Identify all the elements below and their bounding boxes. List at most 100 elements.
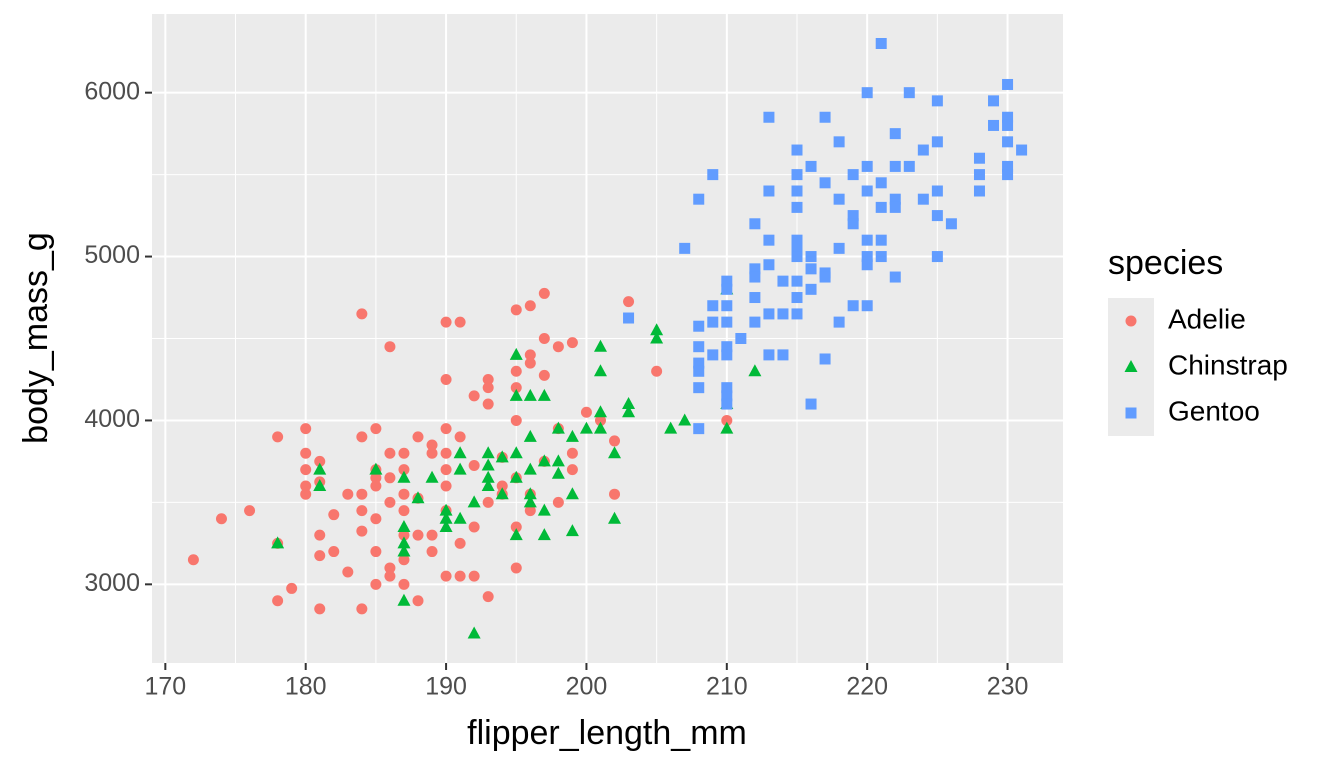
point: [397, 536, 411, 549]
point: [721, 382, 733, 394]
point: [481, 446, 495, 459]
point: [693, 193, 705, 205]
point: [861, 87, 873, 99]
point: [454, 316, 466, 328]
point: [439, 519, 453, 532]
point: [608, 446, 622, 459]
point: [988, 95, 1000, 107]
point: [565, 429, 579, 442]
y-tick-label: 5000: [84, 241, 140, 269]
point: [622, 405, 636, 418]
x-tick-label: 210: [706, 673, 748, 701]
point: [412, 595, 424, 607]
point: [426, 439, 438, 451]
point: [425, 470, 439, 483]
point: [370, 578, 382, 590]
point: [875, 177, 887, 189]
point: [748, 364, 762, 377]
point: [679, 242, 691, 254]
point: [551, 466, 565, 479]
point: [721, 283, 733, 295]
point: [707, 349, 719, 361]
point: [693, 382, 705, 394]
point: [370, 546, 382, 558]
point: [749, 292, 761, 304]
point: [482, 496, 494, 508]
x-tick-label: 170: [144, 673, 186, 701]
y-tick-label: 3000: [84, 569, 140, 597]
point: [721, 300, 733, 312]
point: [889, 160, 901, 172]
point: [509, 388, 523, 401]
point: [440, 316, 452, 328]
point: [847, 300, 859, 312]
point: [509, 347, 523, 360]
point: [1002, 78, 1014, 90]
point: [356, 603, 368, 615]
point: [510, 304, 522, 316]
point: [791, 201, 803, 213]
point: [523, 388, 537, 401]
point: [805, 251, 817, 263]
point: [342, 488, 354, 500]
point: [693, 357, 705, 369]
point: [1016, 144, 1028, 156]
point: [791, 234, 803, 246]
point: [833, 136, 845, 148]
point: [356, 488, 368, 500]
point: [721, 398, 733, 410]
point: [579, 421, 593, 434]
point: [777, 275, 789, 287]
points: [187, 38, 1028, 639]
point: [384, 496, 396, 508]
point: [467, 626, 481, 639]
point: [593, 421, 607, 434]
point: [931, 210, 943, 222]
point: [791, 169, 803, 181]
point: [847, 169, 859, 181]
point: [805, 398, 817, 410]
point: [370, 480, 382, 492]
point: [509, 528, 523, 541]
point: [398, 578, 410, 590]
point: [861, 251, 873, 263]
point: [861, 234, 873, 246]
point: [651, 365, 663, 377]
point: [412, 529, 424, 541]
point: [468, 460, 480, 472]
point: [524, 357, 536, 369]
point: [481, 458, 495, 471]
point: [272, 431, 284, 443]
point: [678, 413, 692, 426]
point: [749, 271, 761, 283]
point: [510, 382, 522, 394]
point: [384, 341, 396, 353]
point: [903, 87, 915, 99]
point: [833, 193, 845, 205]
legend-key: [1125, 315, 1137, 327]
point: [412, 431, 424, 443]
point: [609, 488, 621, 500]
point: [271, 536, 285, 549]
point: [524, 349, 536, 361]
point: [861, 300, 873, 312]
point: [791, 292, 803, 304]
point: [356, 525, 368, 537]
point: [286, 582, 298, 594]
point: [272, 595, 284, 607]
legend-label: Chinstrap: [1168, 349, 1288, 380]
point: [440, 480, 452, 492]
point: [931, 95, 943, 107]
point: [861, 160, 873, 172]
point: [889, 271, 901, 283]
point: [763, 111, 775, 123]
point: [439, 503, 453, 516]
point: [721, 341, 733, 353]
point: [523, 462, 537, 475]
legend-key: [1124, 360, 1138, 372]
point: [552, 341, 564, 353]
point: [453, 446, 467, 459]
x-tick-label: 220: [846, 673, 888, 701]
point: [398, 464, 410, 476]
